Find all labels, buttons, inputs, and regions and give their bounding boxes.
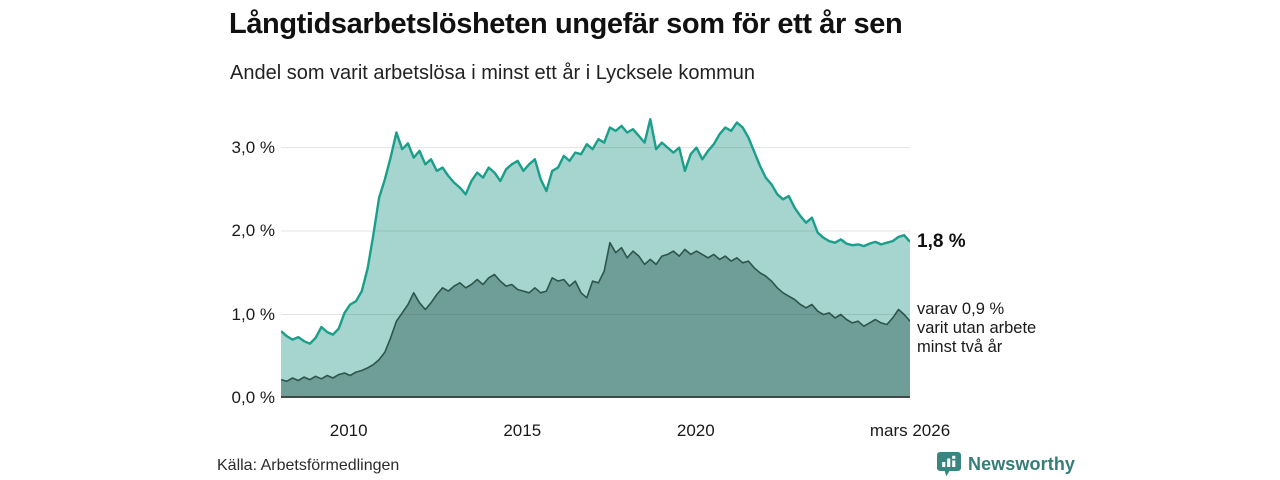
- source-caption: Källa: Arbetsförmedlingen: [217, 457, 400, 474]
- y-tick-label: 1,0 %: [231, 304, 275, 324]
- bar-chart-speech-bubble-icon: [937, 452, 961, 477]
- chart-title: Långtidsarbetslösheten ungefär som för e…: [229, 8, 903, 40]
- line-two-years: [280, 241, 911, 383]
- newsworthy-logo-text: Newsworthy: [968, 454, 1076, 474]
- plot-area: [280, 110, 911, 398]
- area-chart: [280, 117, 911, 398]
- end-value-note-two-years: varav 0,9 % varit utan arbete minst två år: [917, 300, 1036, 357]
- x-tick-label: 2010: [329, 421, 368, 440]
- end-note-line: varav 0,9 %: [917, 300, 1005, 319]
- end-note-line: varit utan arbete: [917, 319, 1037, 338]
- x-tick-label: mars 2026: [869, 421, 951, 440]
- y-tick-label: 0,0 %: [231, 388, 275, 407]
- line-total: [280, 117, 911, 345]
- end-note-line: minst två år: [917, 338, 1003, 357]
- newsworthy-logo: Newsworthy: [937, 451, 1075, 478]
- x-tick-label: 2020: [676, 421, 715, 440]
- x-tick-label: 2015: [503, 421, 542, 440]
- area-fill-two-years: [281, 242, 910, 398]
- end-value-label-total: 1,8 %: [917, 230, 966, 252]
- chart-subtitle: Andel som varit arbetslösa i minst ett å…: [230, 62, 756, 84]
- y-tick-label: 2,0 %: [231, 221, 275, 241]
- y-tick-label: 3,0 %: [231, 137, 275, 157]
